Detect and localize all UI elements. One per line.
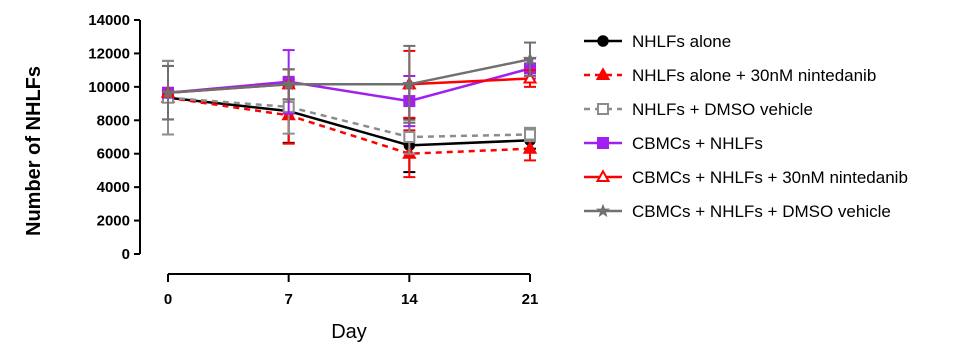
series-6 xyxy=(160,41,538,124)
data-point xyxy=(524,128,536,141)
y-tick-label: 6000 xyxy=(97,146,130,163)
series-line xyxy=(167,96,531,155)
legend-marker xyxy=(595,169,611,182)
y-tick-label: 2000 xyxy=(97,213,130,230)
legend-label: NHLFs alone xyxy=(632,32,731,51)
legend-entry-1: NHLFs alone xyxy=(584,32,731,51)
x-tick-label: 7 xyxy=(284,291,292,308)
legend-marker xyxy=(597,137,609,149)
legend-label: NHLFs alone + 30nM nintedanib xyxy=(632,66,876,85)
y-tick-label: 14000 xyxy=(88,12,130,29)
data-point xyxy=(281,76,296,91)
legend-label: NHLFs + DMSO vehicle xyxy=(632,100,813,119)
series-line xyxy=(167,96,531,147)
data-point xyxy=(522,70,538,84)
legend-label: CBMCs + NHLFs + 30nM nintedanib xyxy=(632,168,908,187)
y-tick-label: 12000 xyxy=(88,45,130,62)
x-tick-label: 0 xyxy=(164,291,172,308)
legend-entry-3: NHLFs + DMSO vehicle xyxy=(584,100,813,119)
series-3 xyxy=(162,59,536,155)
y-axis-ticks: 0 2000 4000 6000 8000 10000 12000 14000 xyxy=(88,12,140,263)
legend-entry-6: CBMCs + NHLFs + DMSO vehicle xyxy=(584,202,891,221)
series-line xyxy=(167,96,531,139)
legend-label: CBMCs + NHLFs xyxy=(632,134,763,153)
legend-entry-2: NHLFs alone + 30nM nintedanib xyxy=(584,66,876,85)
series-line xyxy=(167,58,531,94)
legend-label: CBMCs + NHLFs + DMSO vehicle xyxy=(632,202,891,221)
data-point xyxy=(522,140,538,154)
series-1 xyxy=(162,59,536,174)
x-tick-label: 14 xyxy=(401,291,418,308)
y-tick-label: 10000 xyxy=(88,79,130,96)
x-axis-title: Day xyxy=(331,321,367,343)
legend-entry-4: CBMCs + NHLFs xyxy=(584,134,763,153)
axes: 0 2000 4000 6000 8000 10000 12000 14000 0 7 14 21 xyxy=(88,12,538,308)
data-point xyxy=(160,85,176,99)
data-point xyxy=(403,131,416,143)
legend-marker xyxy=(595,203,611,218)
y-tick-label: 0 xyxy=(122,246,130,263)
x-tick-label: 21 xyxy=(522,291,539,308)
y-tick-label: 4000 xyxy=(97,179,130,196)
legend-marker xyxy=(597,35,609,47)
legend-marker xyxy=(595,67,611,80)
series-2 xyxy=(160,59,538,179)
x-axis-ticks: 0 7 14 21 xyxy=(164,274,539,308)
y-tick-label: 8000 xyxy=(97,112,130,129)
plot-series xyxy=(160,41,538,179)
legend: NHLFs alone NHLFs alone + 30nM nintedanib… xyxy=(584,32,908,221)
legend-entry-5: CBMCs + NHLFs + 30nM nintedanib xyxy=(584,168,908,187)
data-point xyxy=(402,76,417,91)
legend-marker xyxy=(597,103,609,115)
y-axis-title: Number of NHLFs xyxy=(23,66,45,236)
data-point xyxy=(522,51,538,66)
